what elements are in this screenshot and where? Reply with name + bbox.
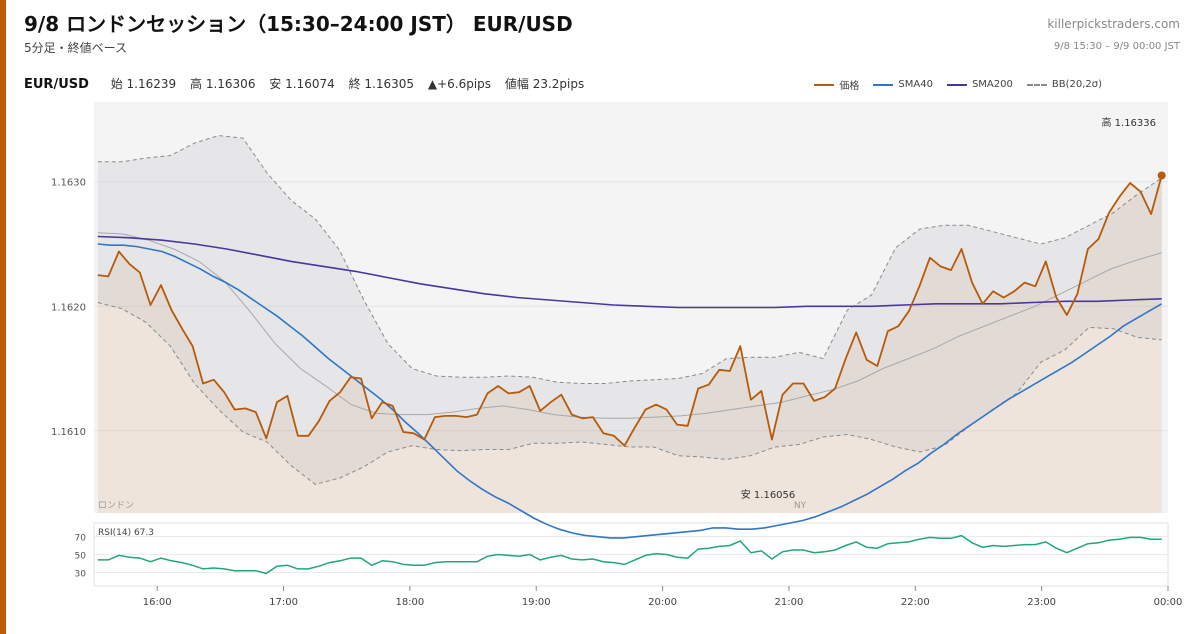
x-tick-label: 23:00 bbox=[1027, 597, 1056, 608]
time-range: 9/8 15:30 – 9/9 00:00 JST bbox=[1053, 41, 1180, 52]
site-name: killerpickstraders.com bbox=[1047, 17, 1180, 31]
legend-item-sma200: SMA200 bbox=[946, 79, 1013, 90]
price-area-fill bbox=[97, 175, 1162, 513]
sma40-line bbox=[97, 243, 1163, 539]
open-stat: 始 1.16239 bbox=[110, 77, 177, 91]
x-tick-label: 20:00 bbox=[648, 597, 677, 608]
low-annotation: 安 1.16056 bbox=[741, 488, 796, 501]
legend-swatch-price bbox=[814, 83, 835, 86]
x-tick-label: 00:00 bbox=[1154, 597, 1183, 608]
high-annotation: 高 1.16336 bbox=[1101, 116, 1156, 129]
x-tick-label: 21:00 bbox=[775, 597, 804, 608]
x-tick-label: 19:00 bbox=[522, 597, 551, 608]
y-tick-label: 1.1630 bbox=[51, 178, 86, 189]
stats-bar: EUR/USD 始 1.16239 高 1.16306 安 1.16074 終 … bbox=[24, 75, 594, 92]
session-label-london: ロンドン bbox=[98, 501, 134, 511]
rsi-tick-label: 70 bbox=[75, 534, 87, 544]
page-title: 9/8 ロンドンセッション（15:30–24:00 JST） EUR/USD bbox=[24, 12, 573, 36]
range-stat: 値幅 23.2pips bbox=[504, 77, 585, 91]
legend-item-bb: BB(20,2σ) bbox=[1026, 79, 1102, 90]
pair-label: EUR/USD bbox=[24, 77, 89, 92]
last-price-marker bbox=[1157, 171, 1166, 180]
x-tick-label: 18:00 bbox=[395, 597, 424, 608]
legend-swatch-bb bbox=[1026, 83, 1047, 86]
rsi-tick-label: 50 bbox=[75, 552, 87, 562]
close-stat: 終 1.16305 bbox=[348, 77, 415, 91]
x-tick-label: 16:00 bbox=[143, 597, 172, 608]
x-tick-label: 17:00 bbox=[269, 597, 298, 608]
legend-label-sma40: SMA40 bbox=[898, 79, 933, 90]
rsi-line bbox=[97, 534, 1162, 575]
rsi-title: RSI(14) 67.3 bbox=[98, 528, 154, 538]
legend-swatch-sma200 bbox=[946, 83, 967, 86]
accent-bar bbox=[0, 0, 6, 634]
legend-item-sma40: SMA40 bbox=[873, 79, 933, 90]
chart-legend: 価格 SMA40 SMA200 BB(20,2σ) bbox=[800, 77, 1102, 92]
bb-upper-line bbox=[97, 135, 1162, 384]
y-tick-label: 1.1610 bbox=[51, 427, 86, 438]
page-subtitle: 5分足・終値ベース bbox=[24, 41, 128, 55]
bb-band-fill bbox=[97, 135, 1162, 485]
y-tick-label: 1.1620 bbox=[51, 302, 86, 313]
low-stat: 安 1.16074 bbox=[269, 77, 335, 91]
legend-item-price: 価格 bbox=[814, 77, 859, 92]
bb-mid-line bbox=[97, 232, 1162, 419]
change-stat: ▲+6.6pips bbox=[427, 77, 492, 91]
high-stat: 高 1.16306 bbox=[190, 77, 256, 91]
legend-swatch-sma40 bbox=[873, 83, 894, 86]
plot-background bbox=[94, 102, 1168, 513]
x-tick-label: 22:00 bbox=[901, 597, 930, 608]
session-label-ny: NY bbox=[794, 501, 807, 511]
sma200-line bbox=[97, 235, 1162, 309]
legend-label-price: 価格 bbox=[839, 81, 860, 92]
legend-label-sma200: SMA200 bbox=[971, 79, 1013, 90]
legend-label-bb: BB(20,2σ) bbox=[1051, 79, 1102, 90]
price-line bbox=[97, 175, 1163, 447]
rsi-tick-label: 30 bbox=[75, 570, 87, 580]
